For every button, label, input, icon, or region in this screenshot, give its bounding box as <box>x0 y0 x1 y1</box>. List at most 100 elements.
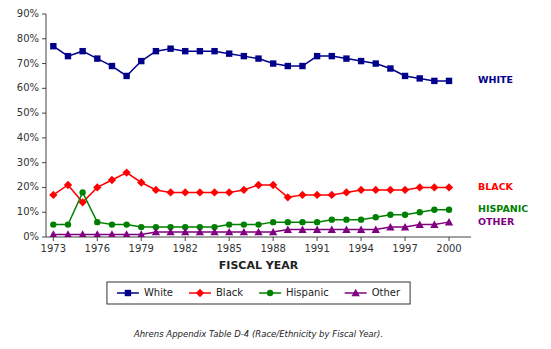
point-marker <box>314 53 320 59</box>
point-marker <box>109 63 115 69</box>
point-marker <box>122 230 130 237</box>
point-marker <box>181 188 189 196</box>
y-tick <box>42 187 46 188</box>
point-marker <box>93 230 101 237</box>
point-marker <box>402 73 408 79</box>
legend-item: Black <box>189 287 243 298</box>
series-line <box>53 46 449 81</box>
y-tick-label: 90% <box>17 8 39 19</box>
point-marker <box>137 230 145 237</box>
point-marker <box>329 216 335 222</box>
point-marker <box>357 225 365 232</box>
point-marker <box>49 230 57 237</box>
point-marker <box>167 45 173 51</box>
axes: 0%10%20%30%40%50%60%70%80%90%19731976197… <box>17 8 471 254</box>
legend-item: White <box>117 287 173 298</box>
point-marker <box>166 188 174 196</box>
chart: 0%10%20%30%40%50%60%70%80%90%19731976197… <box>0 0 551 349</box>
point-marker <box>166 228 174 235</box>
legend-item: Other <box>345 287 401 298</box>
y-tick <box>42 212 46 213</box>
x-tick-label: 1976 <box>85 243 110 254</box>
legend-item: Hispanic <box>259 287 329 298</box>
point-marker <box>255 55 261 61</box>
x-tick-label: 1979 <box>129 243 154 254</box>
point-marker <box>196 188 204 196</box>
point-marker <box>328 191 336 199</box>
x-tick <box>449 237 450 241</box>
point-marker <box>284 225 292 232</box>
point-marker <box>123 73 129 79</box>
point-marker <box>284 193 292 201</box>
point-marker <box>64 230 72 237</box>
point-marker <box>445 183 453 191</box>
point-marker <box>50 43 56 49</box>
x-tick-label: 1985 <box>216 243 241 254</box>
y-tick <box>42 14 46 15</box>
series <box>49 168 453 206</box>
point-marker <box>285 219 291 225</box>
point-marker <box>270 219 276 225</box>
point-marker <box>299 219 305 225</box>
point-marker <box>108 176 116 184</box>
point-marker <box>225 228 233 235</box>
x-tick-label: 1973 <box>41 243 66 254</box>
point-marker <box>79 189 85 195</box>
x-tick <box>229 237 230 241</box>
y-tick-label: 80% <box>17 33 39 44</box>
y-tick <box>42 237 46 238</box>
y-tick-label: 60% <box>17 82 39 93</box>
point-marker <box>225 188 233 196</box>
point-marker <box>65 53 71 59</box>
point-marker <box>416 220 424 227</box>
point-marker <box>93 183 101 191</box>
point-marker <box>402 212 408 218</box>
point-marker <box>298 191 306 199</box>
point-marker <box>64 181 72 189</box>
point-marker <box>314 219 320 225</box>
point-marker <box>182 48 188 54</box>
point-marker <box>373 60 379 66</box>
point-marker <box>79 48 85 54</box>
legend-marker <box>125 290 131 296</box>
point-marker <box>138 58 144 64</box>
legend-label: Other <box>372 287 401 298</box>
point-marker <box>210 188 218 196</box>
point-marker <box>270 60 276 66</box>
point-marker <box>358 216 364 222</box>
point-marker <box>94 219 100 225</box>
y-tick-label: 10% <box>17 206 39 217</box>
y-tick <box>42 88 46 89</box>
x-tick <box>361 237 362 241</box>
point-marker <box>417 209 423 215</box>
point-marker <box>153 48 159 54</box>
source-note: Ahrens Appendix Table D-4 (Race/Ethnicit… <box>133 329 383 339</box>
point-marker <box>328 225 336 232</box>
legend: White Black Hispanic Other <box>107 282 410 304</box>
point-marker <box>254 228 262 235</box>
point-marker <box>417 75 423 81</box>
point-marker <box>313 225 321 232</box>
point-marker <box>108 230 116 237</box>
point-marker <box>298 225 306 232</box>
legend-marker <box>196 289 204 297</box>
point-marker <box>122 168 130 176</box>
point-marker <box>49 191 57 199</box>
x-tick-label: 1994 <box>348 243 373 254</box>
point-marker <box>50 221 56 227</box>
point-marker <box>387 212 393 218</box>
point-marker <box>78 230 86 237</box>
y-tick <box>42 162 46 163</box>
point-marker <box>152 186 160 194</box>
y-tick <box>42 137 46 138</box>
point-marker <box>226 50 232 56</box>
y-tick <box>42 113 46 114</box>
point-marker <box>401 223 409 230</box>
point-marker <box>181 228 189 235</box>
point-marker <box>373 214 379 220</box>
series-end-label: OTHER <box>478 216 515 227</box>
x-tick <box>317 237 318 241</box>
point-marker <box>241 221 247 227</box>
y-tick-label: 40% <box>17 132 39 143</box>
annotations: WHITEBLACKHISPANICOTHER <box>478 74 528 226</box>
